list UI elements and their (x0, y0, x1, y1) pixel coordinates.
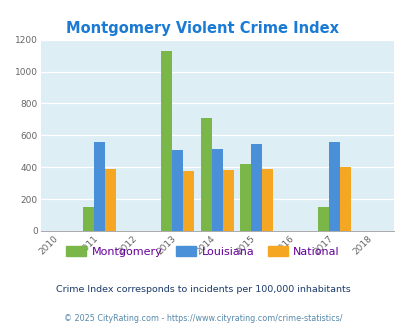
Bar (261, 169, 272, 231)
Bar (328, 142, 340, 231)
Legend: Montgomery, Louisiana, National: Montgomery, Louisiana, National (62, 242, 343, 261)
Bar (83, 207, 94, 231)
Bar (183, 171, 194, 231)
Text: Montgomery Violent Crime Index: Montgomery Violent Crime Index (66, 21, 339, 36)
Bar (239, 164, 250, 231)
Bar (105, 169, 116, 231)
Text: © 2025 CityRating.com - https://www.cityrating.com/crime-statistics/: © 2025 CityRating.com - https://www.city… (64, 314, 341, 323)
Text: Crime Index corresponds to incidents per 100,000 inhabitants: Crime Index corresponds to incidents per… (55, 285, 350, 294)
Bar (172, 150, 183, 231)
Bar (161, 51, 172, 231)
Bar (94, 142, 105, 231)
Bar (222, 170, 233, 231)
Bar (340, 167, 351, 231)
Bar (250, 144, 261, 231)
Bar (211, 149, 222, 231)
Bar (318, 207, 328, 231)
Bar (200, 118, 211, 231)
